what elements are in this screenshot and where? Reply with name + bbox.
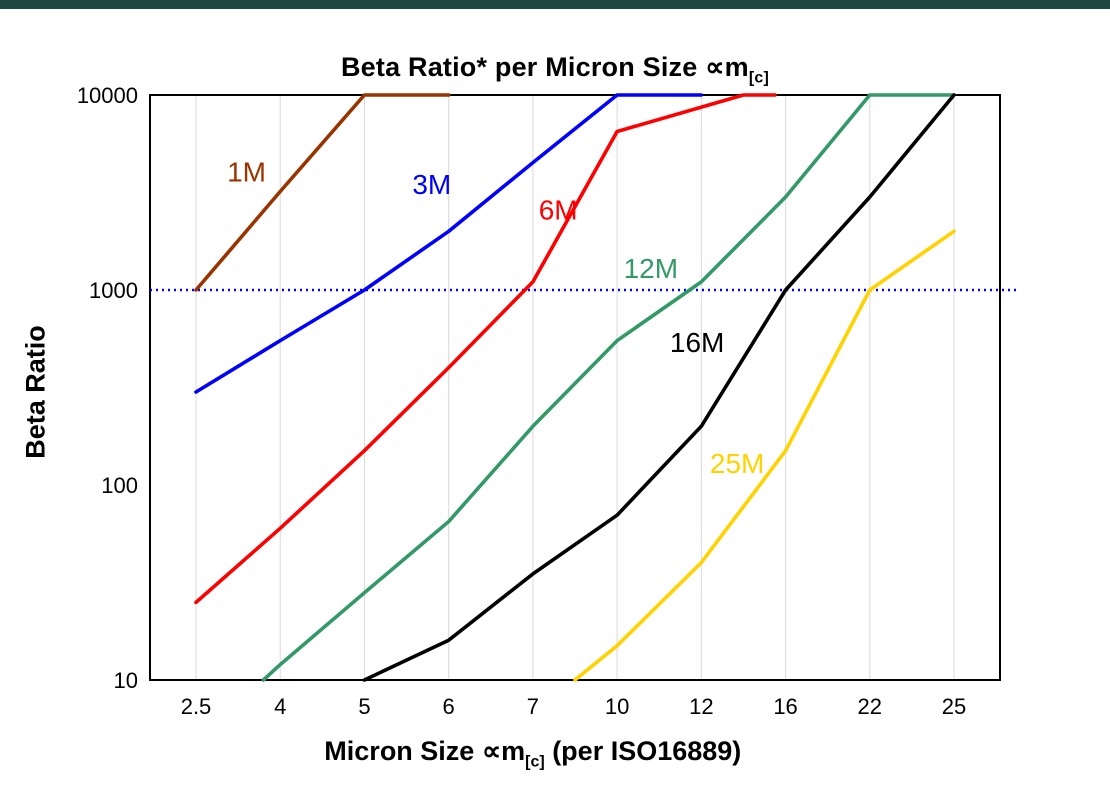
x-tick-label: 10 [605,694,629,719]
series-line-12M [261,93,956,682]
window-top-strip [0,0,1110,9]
x-tick-label: 5 [358,694,370,719]
chart-title-micron-symbol: ∝m [705,52,749,82]
series-label-3M: 3M [412,169,451,200]
x-tick-label: 16 [773,694,797,719]
chart-title-text: Beta Ratio* per Micron Size [340,52,706,82]
series-label-1M: 1M [227,157,266,188]
x-axis-subscript: [c] [525,753,545,771]
series-line-3M [194,93,704,394]
plot-border [149,94,1001,681]
series-label-16M: 16M [670,327,724,358]
y-tick-label: 100 [101,473,138,498]
y-tick-label: 1000 [89,278,138,303]
x-axis-micron-symbol: ∝m [481,736,526,766]
series-line-6M [194,93,777,605]
y-tick-label: 10 [114,668,138,693]
chart-title: Beta Ratio* per Micron Size ∝m[c] [0,52,1110,87]
series-line-16M [362,93,956,682]
x-axis-label-suffix: (per ISO16889) [544,736,742,766]
x-tick-label: 25 [942,694,966,719]
series-label-25M: 25M [710,448,764,479]
x-tick-label: 22 [858,694,882,719]
x-axis-label-text: Micron Size [324,736,482,766]
series-line-1M [194,93,451,292]
x-tick-label: 2.5 [181,694,212,719]
x-tick-label: 12 [689,694,713,719]
x-axis-label: Micron Size ∝m[c] (per ISO16889) [0,736,1066,771]
series-label-12M: 12M [624,253,678,284]
x-tick-label: 7 [527,694,539,719]
series-label-6M: 6M [539,194,578,225]
series-line-25M [573,229,956,682]
y-tick-label: 10000 [77,83,138,108]
x-tick-label: 6 [443,694,455,719]
chart-title-subscript: [c] [748,69,770,87]
x-tick-label: 4 [274,694,286,719]
